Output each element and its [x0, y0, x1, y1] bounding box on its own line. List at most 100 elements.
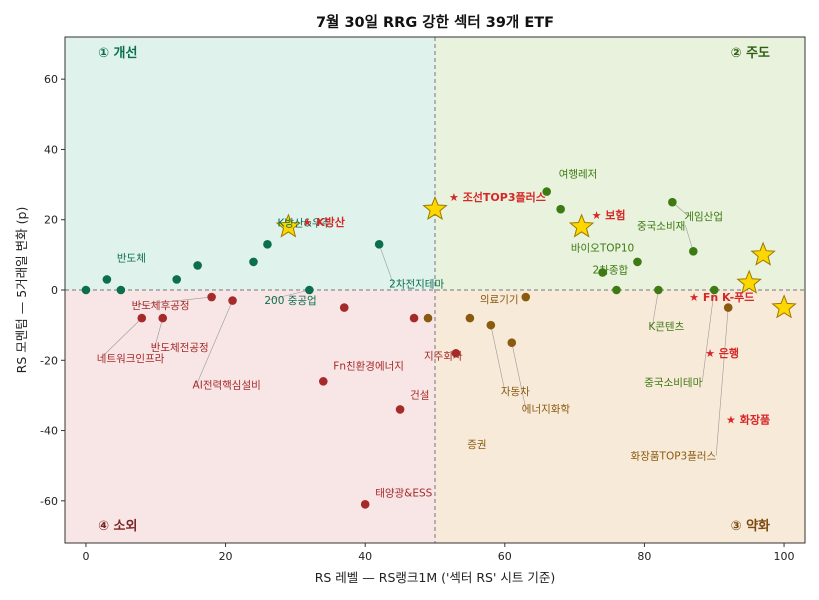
data-point	[360, 500, 370, 509]
data-point	[158, 313, 168, 323]
star-label: ★ Fn K-푸드	[689, 291, 754, 304]
quadrant-backgrounds	[65, 37, 805, 543]
divider-lines	[65, 37, 805, 543]
data-point	[172, 275, 181, 284]
data-point	[228, 296, 237, 305]
highlight-star	[736, 269, 762, 294]
leader-line	[378, 244, 394, 284]
data-point	[598, 268, 607, 277]
point-label: 2차전지테마	[389, 278, 444, 290]
point-label: 바이오TOP10	[571, 242, 634, 254]
y-tick-label: -60	[40, 495, 58, 508]
highlight-star	[750, 241, 776, 266]
point-label: 중국소비테마	[644, 377, 702, 389]
x-tick-label: 20	[219, 550, 233, 563]
point-label: 에너지화학	[522, 404, 571, 416]
data-point	[395, 405, 405, 414]
data-point	[339, 303, 349, 312]
y-tick-label: 20	[44, 214, 58, 227]
data-point	[193, 261, 202, 270]
data-point	[521, 292, 531, 302]
data-point	[668, 197, 677, 207]
x-tick-label: 80	[637, 550, 651, 563]
star-label: ★ 화장품	[726, 413, 770, 427]
leader-line	[701, 289, 715, 383]
highlight-stars	[275, 195, 797, 319]
highlight-star	[422, 195, 448, 221]
leader-line	[154, 318, 164, 348]
y-tick-label: 0	[51, 284, 58, 297]
y-tick-label: 60	[44, 73, 58, 86]
star-label: ★ 조선TOP3플러스	[449, 190, 546, 204]
quadrant-top-right	[435, 37, 805, 290]
point-label: 반도체전공정	[151, 342, 209, 354]
leader-line	[652, 289, 659, 327]
quadrant-label-bottom-right: ③ 약화	[731, 518, 770, 534]
point-label: 200 중공업	[264, 294, 316, 307]
quadrant-bottom-right	[435, 290, 805, 543]
point-label: 증권	[467, 439, 486, 451]
data-point	[689, 247, 698, 256]
point-label: K콘텐츠	[648, 321, 684, 333]
highlight-star	[568, 213, 595, 238]
data-point	[249, 257, 258, 267]
data-point	[612, 285, 621, 295]
highlight-star	[771, 294, 797, 319]
y-tick-label: 40	[44, 143, 58, 156]
data-point	[116, 285, 126, 295]
point-labels: ① 개선 ② 주도 ③ 약화 ④ 소외 반도체 K방산&우주 200 중공업 2차전지테마 여행…	[97, 45, 770, 534]
point-label: 반도체후공정	[132, 300, 190, 312]
data-point	[556, 204, 565, 214]
data-point	[374, 240, 384, 249]
point-label: 반도체	[117, 252, 146, 264]
quadrant-label-top-left: ① 개선	[98, 45, 137, 61]
data-point	[137, 313, 147, 323]
point-label: 중국소비재	[637, 220, 685, 232]
data-point	[102, 275, 112, 284]
data-point	[654, 285, 663, 295]
highlight-star	[275, 213, 302, 238]
y-tick-label: -20	[40, 354, 58, 367]
data-point	[423, 313, 433, 323]
point-label: AI전력핵심설비	[193, 380, 261, 392]
leader-line	[100, 317, 143, 359]
data-point	[723, 303, 733, 312]
data-point	[486, 320, 496, 330]
leader-line	[715, 307, 729, 456]
leader-line	[490, 325, 506, 392]
star-label: ★ K방산	[302, 215, 344, 229]
data-point	[542, 187, 551, 196]
data-points	[81, 187, 733, 509]
x-tick-label: 40	[358, 550, 372, 563]
quadrant-label-top-right: ② 주도	[731, 46, 770, 61]
data-point	[305, 285, 314, 295]
star-label: ★ 보험	[592, 208, 626, 222]
data-point	[633, 257, 642, 267]
point-label: 의료기기	[480, 294, 519, 306]
quadrant-top-left	[65, 37, 435, 290]
chart-title: 7월 30일 RRG 강한 섹터 39개 ETF	[316, 13, 554, 31]
x-tick-label: 0	[82, 550, 89, 563]
point-label: 건설	[410, 389, 429, 401]
point-label: 태양광&ESS	[375, 487, 432, 499]
y-tick-label: -40	[40, 425, 58, 438]
leader-line	[685, 225, 694, 252]
leader-line	[268, 289, 310, 301]
data-point	[81, 285, 91, 295]
data-point	[465, 313, 475, 323]
quadrant-label-bottom-left: ④ 소외	[98, 518, 137, 534]
point-label: Fn친환경에너지	[333, 359, 404, 372]
star-label: ★ 은행	[705, 346, 739, 360]
x-tick-label: 100	[774, 550, 795, 563]
quadrant-bottom-left	[65, 290, 435, 543]
leader-line	[196, 300, 233, 385]
point-label: K방산&우주	[277, 217, 331, 229]
leader-line	[511, 342, 527, 409]
data-point	[451, 348, 461, 358]
point-label: 2차종합	[593, 264, 629, 276]
point-label: 여행레저	[559, 169, 598, 181]
data-point	[319, 377, 328, 386]
x-axis-title: RS 레벨 — RS랭크1M ('섹터 RS' 시트 기준)	[315, 570, 556, 585]
point-label: 화장품TOP3플러스	[631, 451, 717, 463]
